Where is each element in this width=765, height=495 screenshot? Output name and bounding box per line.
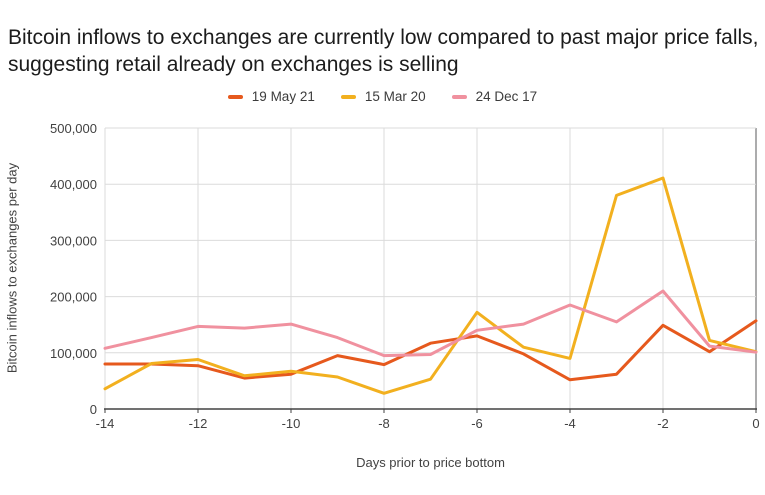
legend: 19 May 21 15 Mar 20 24 Dec 17 [0,89,765,104]
y-tick-label: 200,000 [50,290,97,305]
x-axis-title: Days prior to price bottom [356,455,505,470]
legend-swatch-24-dec-17 [451,94,467,99]
chart-title: Bitcoin inflows to exchanges are current… [8,26,759,76]
x-tick-label: -2 [657,416,669,431]
legend-item-24-dec-17: 24 Dec 17 [451,89,538,104]
legend-item-15-mar-20: 15 Mar 20 [340,89,426,104]
series-line-15-mar-20 [103,176,758,395]
y-tick-label: 500,000 [50,121,97,136]
x-tick-label: -12 [189,416,208,431]
x-tick-label: -8 [378,416,390,431]
y-tick-label: 0 [90,402,97,417]
y-axis-title: Bitcoin inflows to exchanges per day [4,162,20,374]
legend-label-15-mar-20: 15 Mar 20 [364,89,426,104]
x-tick-label: -4 [564,416,576,431]
legend-label-24-dec-17: 24 Dec 17 [475,89,538,104]
x-tick-label: -14 [96,416,115,431]
y-tick-label: 400,000 [50,177,97,192]
x-tick-label: -6 [471,416,483,431]
legend-item-19-may-21: 19 May 21 [227,89,315,104]
y-tick-label: 300,000 [50,233,97,248]
series-line-24-dec-17 [103,289,758,358]
x-tick-label: -10 [282,416,301,431]
x-tick-label: 0 [752,416,759,431]
series-line-19-may-21 [103,319,758,382]
legend-label-19-may-21: 19 May 21 [251,89,315,104]
y-tick-label: 100,000 [50,346,97,361]
legend-swatch-19-may-21 [227,94,243,99]
legend-swatch-15-mar-20 [340,94,356,99]
